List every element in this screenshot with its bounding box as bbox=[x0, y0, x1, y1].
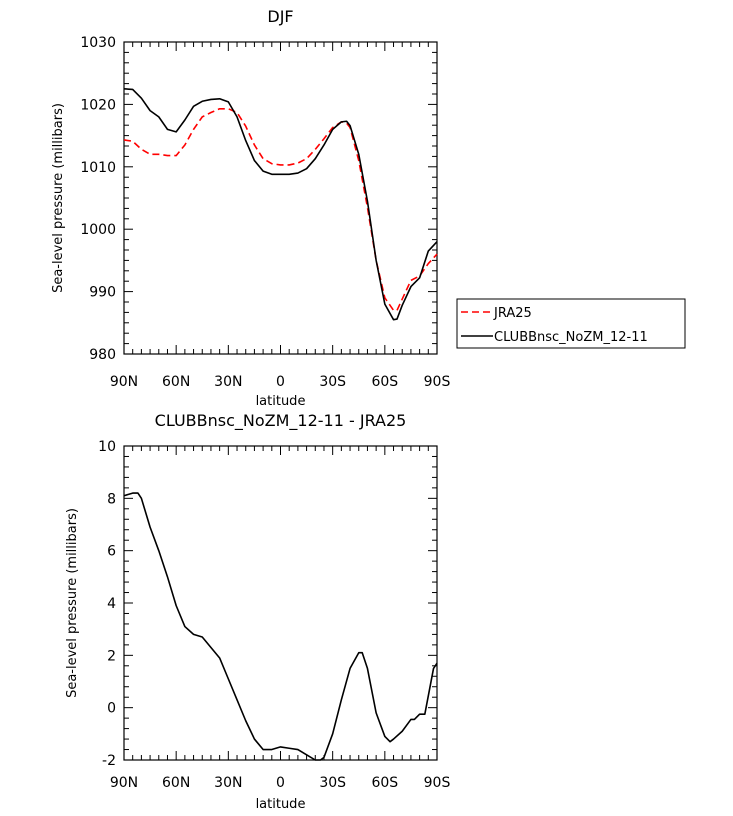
x-tick-label: 90S bbox=[424, 775, 451, 791]
y-tick-label: -2 bbox=[102, 753, 116, 769]
x-axis-label: latitude bbox=[256, 797, 306, 812]
panel-bottom: 90N 60N 30N 0 30S 60S 90S -2 0 2 4 6 8 10 CLUBBnsc_NoZ… bbox=[65, 411, 450, 812]
y-tick-label: 10 bbox=[98, 439, 116, 455]
x-tick-label: 30N bbox=[214, 374, 242, 390]
x-tick-label: 30S bbox=[319, 374, 346, 390]
y-tick-label: 6 bbox=[107, 544, 116, 560]
x-tick-label: 90S bbox=[424, 374, 451, 390]
x-axis-label: latitude bbox=[256, 394, 306, 409]
x-tick-label: 30N bbox=[214, 775, 242, 791]
legend-box bbox=[456, 298, 686, 349]
panel-top: 90N 60N 30N 0 30S 60S 90S 980 990 1000 1010 1020 103… bbox=[51, 7, 450, 409]
legend-entry: CLUBBnsc_NoZM_12-11 bbox=[494, 330, 648, 345]
y-tick-label: 4 bbox=[107, 596, 116, 612]
y-tick-label: 1010 bbox=[80, 160, 116, 176]
plot-frame bbox=[123, 41, 438, 355]
series-line-clubbnsc-nozm-12-11 bbox=[123, 88, 438, 321]
plot-frame bbox=[123, 445, 438, 761]
y-tick-label: 990 bbox=[89, 285, 116, 301]
x-tick-label: 60N bbox=[162, 374, 190, 390]
x-tick-label: 0 bbox=[276, 775, 285, 791]
y-axis-label: Sea-level pressure (millibars) bbox=[65, 508, 80, 698]
series-line-difference bbox=[123, 492, 438, 761]
x-tick-label: 60N bbox=[162, 775, 190, 791]
x-tick-label: 90N bbox=[110, 775, 138, 791]
y-tick-label: 980 bbox=[89, 347, 116, 363]
x-tick-label: 30S bbox=[319, 775, 346, 791]
y-tick-label: 8 bbox=[107, 491, 116, 507]
x-tick-label: 90N bbox=[110, 374, 138, 390]
x-tick-label: 0 bbox=[276, 374, 285, 390]
chart-title: DJF bbox=[267, 7, 293, 26]
y-tick-label: 1000 bbox=[80, 222, 116, 238]
x-tick-label: 60S bbox=[371, 374, 398, 390]
y-axis-label: Sea-level pressure (millibars) bbox=[51, 103, 66, 293]
chart-title: CLUBBnsc_NoZM_12-11 - JRA25 bbox=[155, 411, 407, 431]
y-tick-label: 0 bbox=[107, 701, 116, 717]
legend-entry: JRA25 bbox=[493, 306, 532, 321]
y-tick-label: 1030 bbox=[80, 35, 116, 51]
series-line-jra25 bbox=[123, 107, 438, 312]
x-tick-label: 60S bbox=[371, 775, 398, 791]
legend: JRA25 CLUBBnsc_NoZM_12-11 bbox=[456, 298, 686, 349]
y-tick-label: 2 bbox=[107, 648, 116, 664]
y-tick-label: 1020 bbox=[80, 97, 116, 113]
